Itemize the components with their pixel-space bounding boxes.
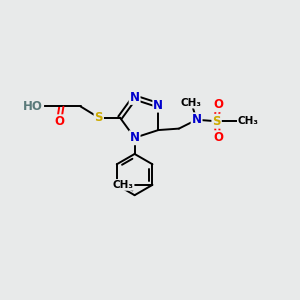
- Text: N: N: [153, 99, 163, 112]
- Text: O: O: [213, 98, 223, 111]
- Text: S: S: [94, 111, 103, 124]
- Text: CH₃: CH₃: [238, 116, 259, 126]
- Text: CH₃: CH₃: [181, 98, 202, 108]
- Text: S: S: [212, 115, 221, 128]
- Text: O: O: [54, 115, 64, 128]
- Text: N: N: [130, 131, 140, 144]
- Text: O: O: [213, 131, 223, 144]
- Text: HO: HO: [23, 100, 43, 113]
- Text: CH₃: CH₃: [112, 180, 133, 190]
- Text: N: N: [130, 91, 140, 104]
- Text: N: N: [192, 113, 202, 126]
